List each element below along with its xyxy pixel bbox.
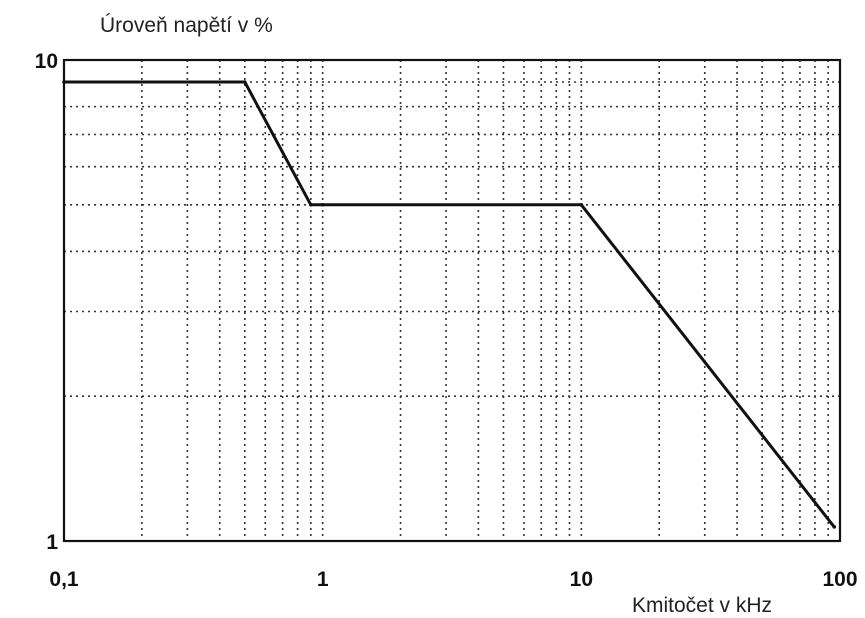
y-axis-label: Úroveň napětí v %: [100, 14, 273, 37]
data-point: [579, 202, 584, 207]
data-point: [832, 525, 837, 529]
data-point: [243, 80, 247, 84]
series-line: [62, 80, 836, 529]
data-point: [320, 202, 325, 207]
x-axis-label: Kmitočet v kHz: [632, 594, 773, 617]
y-tick-label: 10: [35, 50, 58, 73]
data-point: [309, 202, 313, 207]
x-tick-label: 10: [570, 568, 593, 591]
y-tick-label: 1: [46, 531, 58, 554]
x-tick-label: 100: [822, 568, 857, 591]
x-tick-label: 0,1: [49, 568, 79, 591]
data-point: [62, 80, 66, 84]
x-tick-label: 1: [317, 568, 329, 591]
plot-frame: [62, 58, 842, 543]
